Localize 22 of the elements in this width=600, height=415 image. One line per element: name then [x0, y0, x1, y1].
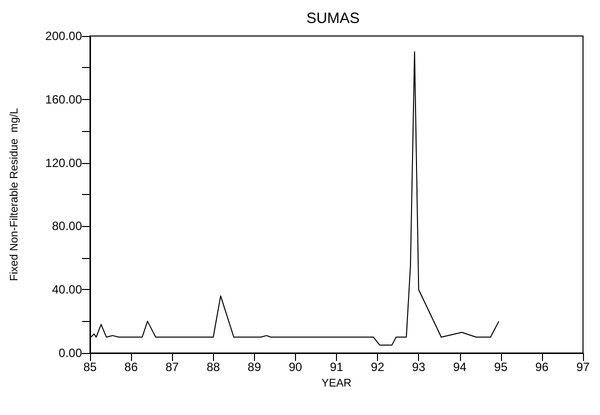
x-tick-label: 97	[576, 360, 590, 374]
x-axis-title: YEAR	[322, 377, 352, 390]
y-axis-title: Fixed Non-Filterable Residue mg/L	[8, 108, 20, 282]
y-tick-label: 0.00	[58, 346, 82, 360]
x-tick-label: 86	[124, 360, 138, 374]
y-tick-label: 120.00	[45, 156, 82, 170]
x-tick-label: 94	[453, 360, 467, 374]
x-tick-label: 95	[494, 360, 508, 374]
x-tick-label: 85	[83, 360, 97, 374]
y-tick-label: 160.00	[45, 92, 82, 106]
x-tick-label: 87	[165, 360, 180, 374]
x-tick-label: 93	[412, 360, 426, 374]
y-tick-label: 200.00	[45, 29, 82, 43]
x-tick-label: 96	[535, 360, 549, 374]
x-tick-label: 90	[288, 360, 302, 374]
x-tick-label: 91	[330, 360, 344, 374]
x-tick-label: 92	[370, 360, 385, 374]
x-tick-label: 89	[248, 360, 262, 374]
x-tick-label: 88	[206, 360, 220, 374]
y-tick-label: 80.00	[52, 219, 82, 234]
y-tick-label: 40.00	[52, 282, 82, 297]
chart-title: SUMAS	[306, 10, 360, 27]
